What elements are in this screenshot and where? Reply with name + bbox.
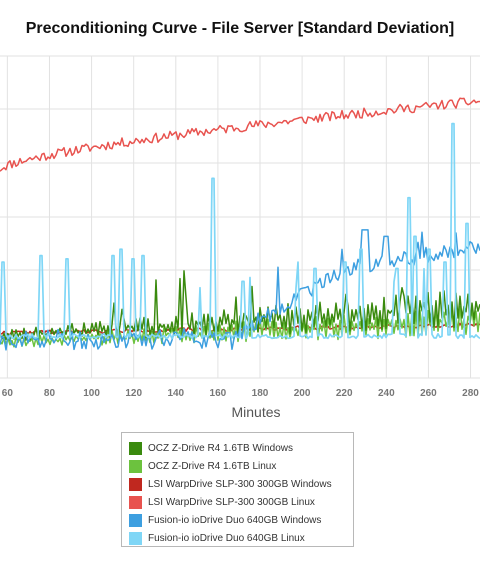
x-tick-label: 280 [462,388,479,399]
legend-label: LSI WarpDrive SLP-300 300GB Windows [148,478,332,490]
legend-label: OCZ Z-Drive R4 1.6TB Linux [148,460,277,472]
x-tick-label: 180 [252,388,269,399]
x-tick-label: 140 [167,388,184,399]
x-tick-label: 60 [2,388,14,399]
legend-label: OCZ Z-Drive R4 1.6TB Windows [148,442,294,454]
legend-label: Fusion-io ioDrive Duo 640GB Linux [148,532,305,544]
series-line-fio-lin [0,122,480,340]
legend-item: LSI WarpDrive SLP-300 300GB Linux [122,493,353,511]
x-tick-label: 240 [378,388,395,399]
series-line-lsi-lin [0,97,480,172]
legend-swatch [129,477,142,491]
legend-item: Fusion-io ioDrive Duo 640GB Windows [122,511,353,529]
x-axis-title: Minutes [231,404,280,420]
series-lines [0,97,480,351]
x-tick-label: 120 [125,388,142,399]
chart-title: Preconditioning Curve - File Server [Sta… [25,20,455,37]
legend-item: LSI WarpDrive SLP-300 300GB Windows [122,475,353,493]
x-tick-label: 100 [83,388,100,399]
legend-label: Fusion-io ioDrive Duo 640GB Windows [148,514,322,526]
legend-swatch [129,459,142,473]
chart-plot: 60 80 100 120 140 160 180 200 220 240 260 280 Minut… [0,55,480,420]
x-tick-label: 80 [44,388,56,399]
legend-item: OCZ Z-Drive R4 1.6TB Linux [122,457,353,475]
legend-swatch [129,513,142,527]
legend-item: OCZ Z-Drive R4 1.6TB Windows [122,439,353,457]
x-tick-labels: 60 80 100 120 140 160 180 200 220 240 260 280 [2,388,479,399]
legend: OCZ Z-Drive R4 1.6TB Windows OCZ Z-Drive … [121,432,354,547]
x-tick-label: 220 [336,388,353,399]
x-tick-label: 160 [210,388,227,399]
legend-swatch [129,495,142,509]
legend-label: LSI WarpDrive SLP-300 300GB Linux [148,496,315,508]
legend-item: Fusion-io ioDrive Duo 640GB Linux [122,529,353,547]
x-tick-label: 200 [294,388,311,399]
x-tick-label: 260 [420,388,437,399]
legend-swatch [129,441,142,455]
legend-swatch [129,531,142,545]
